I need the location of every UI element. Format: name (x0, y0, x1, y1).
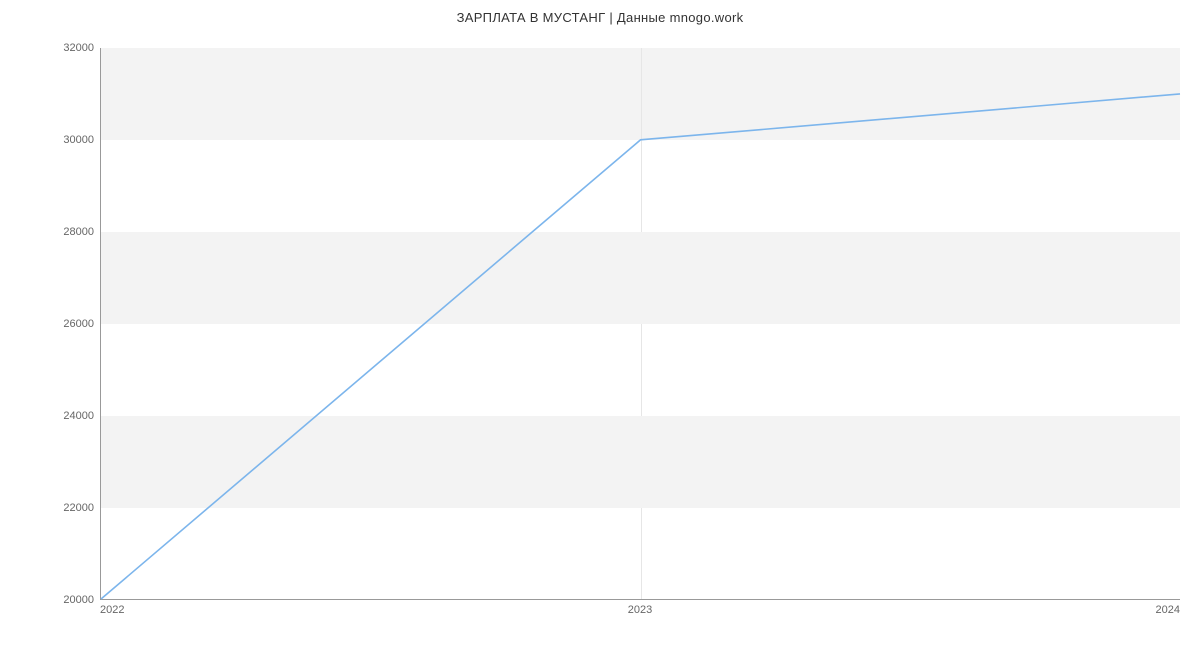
y-tick-label: 22000 (63, 502, 94, 514)
x-tick-label: 2023 (628, 604, 652, 616)
plot-area (100, 48, 1180, 600)
x-tick-label: 2022 (100, 604, 124, 616)
y-tick-label: 26000 (63, 318, 94, 330)
chart-title: ЗАРПЛАТА В МУСТАНГ | Данные mnogo.work (0, 0, 1200, 25)
y-tick-label: 20000 (63, 594, 94, 606)
y-tick-label: 30000 (63, 134, 94, 146)
y-tick-label: 24000 (63, 410, 94, 422)
y-tick-label: 32000 (63, 42, 94, 54)
x-tick-label: 2024 (1156, 604, 1180, 616)
y-tick-label: 28000 (63, 226, 94, 238)
line-series (101, 48, 1180, 599)
